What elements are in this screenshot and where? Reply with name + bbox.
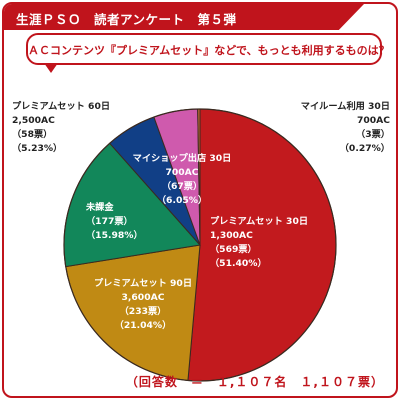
slice-name: プレミアムセット 30日	[210, 216, 309, 227]
slice-name: マイルーム利用 30日	[300, 101, 390, 112]
slice-price: 700AC	[356, 115, 390, 126]
response-count: （回答数 ＝ １,１０７名 １,１０７票）	[125, 375, 384, 389]
slice-name: プレミアムセット 90日	[93, 278, 193, 289]
slice-name: プレミアムセット 60日	[12, 101, 111, 112]
question-text: ＡＣコンテンツ『プレミアムセット』などで、もっとも利用するものは？	[28, 44, 390, 57]
slice-percent: （21.04%）	[114, 320, 172, 331]
header-bar: 生涯ＰＳＯ 読者アンケート 第５弾	[4, 4, 364, 30]
slice-price: 1,300AC	[210, 230, 253, 241]
slice-price: 3,600AC	[121, 292, 165, 303]
slice-votes: （67票）	[161, 181, 203, 192]
header-title: 生涯ＰＳＯ 読者アンケート 第５弾	[16, 12, 237, 27]
slice-price: 2,500AC	[12, 115, 55, 126]
pie-outline	[63, 108, 337, 382]
slice-percent: （51.40%）	[210, 258, 267, 269]
slice-percent: （15.98%）	[86, 230, 143, 241]
slice-label-unpaid: 未課金 （177票） （15.98%）	[86, 201, 143, 243]
slice-percent: （6.05%）	[156, 195, 208, 206]
question-bubble: ＡＣコンテンツ『プレミアムセット』などで、もっとも利用するものは？	[26, 33, 390, 73]
slice-label-premium-90: プレミアムセット 90日 3,600AC （233票） （21.04%）	[88, 277, 198, 333]
slice-votes: （177票）	[86, 216, 133, 227]
slice-votes: （58票）	[12, 129, 53, 140]
slice-percent: （0.27%）	[339, 143, 390, 154]
slice-label-premium-30: プレミアムセット 30日 1,300AC （569票） （51.40%）	[210, 215, 308, 271]
slice-name: マイショップ出店 30日	[132, 153, 232, 164]
pie-chart	[63, 108, 337, 382]
slice-votes: （233票）	[119, 306, 167, 317]
slice-votes: （3票）	[356, 129, 390, 140]
slice-name: 未課金	[86, 202, 114, 213]
slice-votes: （569票）	[210, 244, 257, 255]
slice-label-myroom: マイルーム利用 30日 700AC （3票） （0.27%）	[301, 100, 390, 156]
slice-label-premium-60: プレミアムセット 60日 2,500AC （58票） （5.23%）	[12, 100, 110, 156]
slice-price: 700AC	[165, 167, 199, 178]
slice-label-myshop: マイショップ出店 30日 700AC （67票） （6.05%）	[124, 152, 240, 208]
slice-percent: （5.23%）	[12, 143, 63, 154]
